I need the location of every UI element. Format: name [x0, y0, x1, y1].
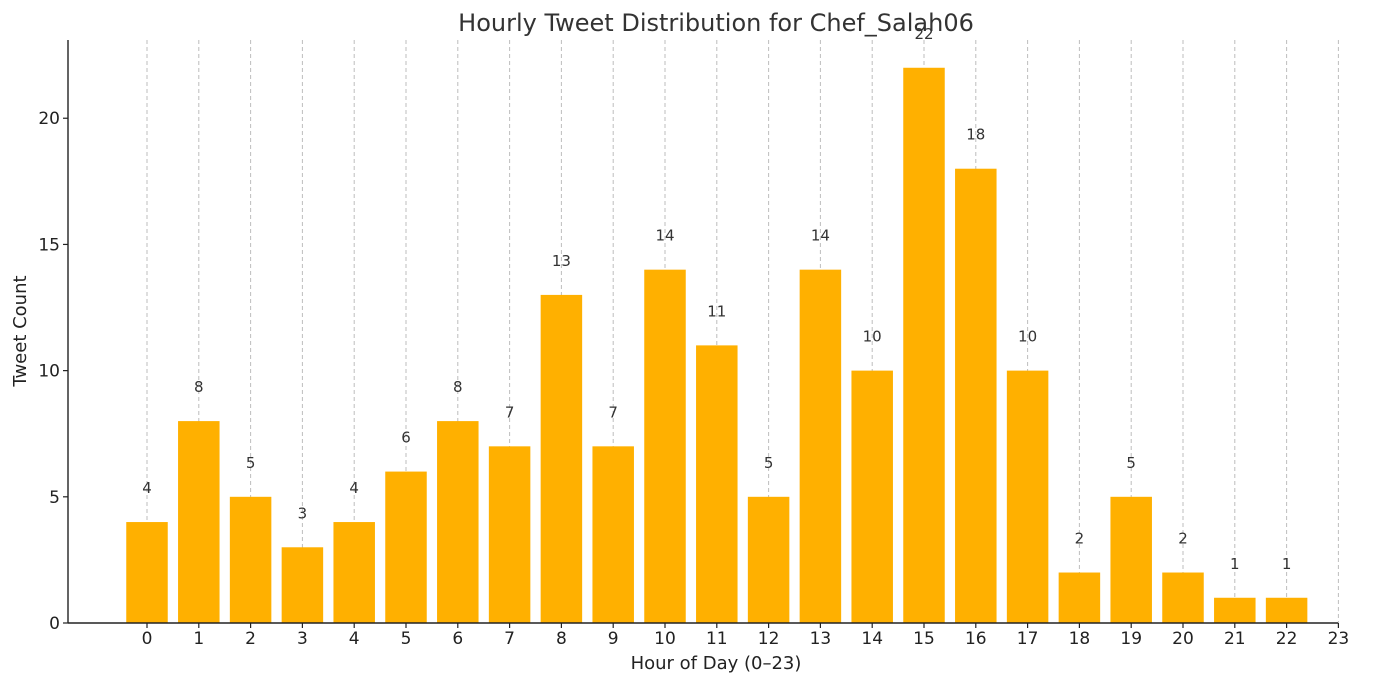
- x-tick-label: 21: [1224, 629, 1246, 649]
- bar: [644, 269, 686, 623]
- bar: [851, 370, 893, 623]
- bar: [1265, 597, 1308, 623]
- x-tick-label: 11: [706, 629, 728, 649]
- data-label: 11: [707, 302, 726, 320]
- y-tick-label: 15: [38, 235, 60, 255]
- data-label: 7: [505, 403, 515, 421]
- bar: [696, 345, 738, 623]
- x-tick-label: 22: [1276, 629, 1298, 649]
- x-tick-label: 23: [1328, 629, 1350, 649]
- data-label: 5: [246, 454, 256, 472]
- data-label: 8: [194, 378, 204, 396]
- x-tick-label: 14: [861, 629, 883, 649]
- x-tick-label: 8: [556, 629, 567, 649]
- data-label: 3: [298, 504, 308, 522]
- bar: [385, 471, 427, 623]
- data-label: 18: [966, 126, 985, 144]
- x-tick-label: 7: [504, 629, 515, 649]
- bar: [955, 168, 997, 623]
- bar: [126, 522, 168, 623]
- x-tick-label: 19: [1120, 629, 1142, 649]
- x-tick-label: 20: [1172, 629, 1194, 649]
- bar: [1006, 370, 1049, 623]
- data-label: 5: [764, 454, 774, 472]
- bar: [592, 446, 634, 623]
- x-tick-label: 13: [810, 629, 832, 649]
- y-tick-label: 5: [49, 488, 60, 508]
- x-tick-label: 9: [608, 629, 619, 649]
- data-label: 14: [655, 227, 674, 245]
- data-label: 5: [1126, 454, 1136, 472]
- data-label: 8: [453, 378, 463, 396]
- x-tick-label: 1: [193, 629, 204, 649]
- bar: [333, 522, 375, 623]
- x-tick-label: 4: [349, 629, 360, 649]
- gridlines: [146, 40, 1339, 623]
- bar: [281, 547, 324, 623]
- y-tick-label: 0: [49, 614, 60, 634]
- data-label: 7: [608, 403, 618, 421]
- x-tick-label: 16: [965, 629, 987, 649]
- x-ticks: 0 1 2 3 4 5 6 7 8 9 10 11 12 13 14 15 16 17 18 19 20 21 22 23: [142, 623, 1350, 649]
- data-label: 1: [1282, 555, 1292, 573]
- x-tick-label: 10: [654, 629, 676, 649]
- x-tick-label: 0: [142, 629, 153, 649]
- x-tick-label: 6: [452, 629, 463, 649]
- bar: [437, 421, 479, 623]
- bar: [178, 421, 220, 623]
- bar: [229, 496, 272, 623]
- y-ticks: 0 5 10 15 20: [38, 109, 68, 634]
- x-tick-label: 12: [758, 629, 780, 649]
- x-tick-label: 15: [913, 629, 935, 649]
- bar: [903, 67, 945, 623]
- data-label: 2: [1075, 530, 1085, 548]
- bar: [1214, 597, 1256, 623]
- data-label: 1: [1230, 555, 1240, 573]
- x-tick-label: 3: [297, 629, 308, 649]
- x-tick-label: 18: [1069, 629, 1091, 649]
- y-tick-label: 10: [38, 362, 60, 382]
- x-tick-label: 5: [401, 629, 412, 649]
- bar: [747, 496, 790, 623]
- y-tick-label: 20: [38, 109, 60, 129]
- bar: [488, 446, 531, 623]
- x-tick-label: 2: [245, 629, 256, 649]
- data-label: 10: [1018, 328, 1037, 346]
- bar: [799, 269, 842, 623]
- data-label: 10: [863, 328, 882, 346]
- bar: [1110, 496, 1152, 623]
- x-axis-label: Hour of Day (0–23): [631, 653, 802, 674]
- data-label: 13: [552, 252, 571, 270]
- data-label: 4: [349, 479, 359, 497]
- chart-title: Hourly Tweet Distribution for Chef_Salah…: [458, 9, 974, 37]
- y-axis-label: Tweet Count: [10, 275, 31, 387]
- data-label: 14: [811, 227, 830, 245]
- x-tick-label: 17: [1017, 629, 1039, 649]
- bar: [1058, 572, 1101, 623]
- bars: [126, 67, 1308, 623]
- data-label: 22: [914, 25, 933, 43]
- data-label: 4: [142, 479, 152, 497]
- data-label: 2: [1178, 530, 1188, 548]
- axes: [67, 40, 1338, 624]
- data-label: 6: [401, 429, 411, 447]
- bar: [1162, 572, 1204, 623]
- bar: [540, 294, 583, 623]
